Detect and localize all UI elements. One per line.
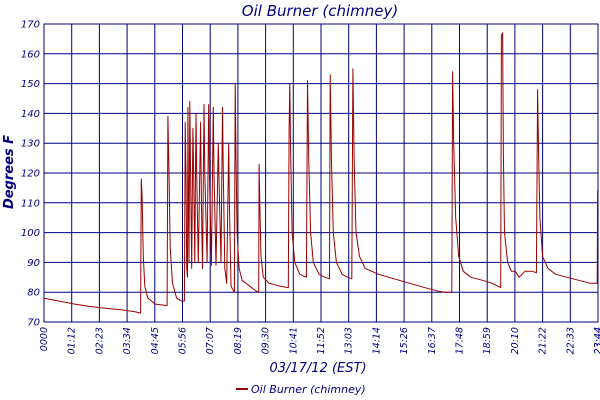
y-tick-label: 100 (21, 228, 40, 239)
y-tick-label: 170 (21, 20, 40, 31)
x-tick-label: 01:12 (67, 327, 78, 354)
x-tick-label: 16:37 (427, 327, 438, 354)
x-tick-label: 14:14 (371, 327, 382, 354)
y-tick-label: 70 (27, 318, 40, 329)
x-tick-label: 23:44 (593, 327, 600, 354)
x-tick-label: 09:30 (261, 327, 272, 354)
x-tick-label: 10:41 (288, 327, 299, 354)
y-tick-label: 90 (27, 258, 40, 269)
x-tick-label: 08:19 (233, 327, 244, 354)
y-tick-label: 130 (21, 139, 40, 150)
y-tick-label: 160 (21, 49, 40, 60)
y-tick-label: 140 (21, 109, 40, 120)
x-tick-label: 18:59 (482, 327, 493, 354)
legend: Oil Burner (chimney) (236, 383, 366, 396)
y-axis-label: Degrees F (2, 135, 17, 209)
series-layer (43, 32, 599, 314)
series-line (43, 32, 599, 314)
x-tick-labels: 0000 01:12 02:23 03:34 04:45 05:56 07:07 08:19 0… (39, 327, 600, 354)
chart-title: Oil Burner (chimney) (242, 2, 398, 20)
x-tick-label: 21:22 (538, 327, 549, 354)
x-tick-label: 13:03 (344, 327, 355, 354)
x-tick-label: 17:48 (455, 327, 466, 354)
x-tick-label: 02:23 (94, 327, 105, 354)
legend-label: Oil Burner (chimney) (251, 383, 366, 396)
y-tick-label: 110 (21, 198, 40, 209)
x-tick-label: 23:44 (593, 327, 600, 354)
x-tick-label: 22:33 (565, 327, 576, 354)
x-tick-label: 03:34 (122, 327, 133, 354)
x-tick-label: 07:07 (205, 327, 216, 354)
y-tick-label: 120 (21, 169, 40, 180)
x-tick-label: 20:10 (510, 327, 521, 354)
x-tick-label: 0000 (39, 327, 50, 351)
x-tick-label: 05:56 (178, 327, 189, 354)
y-tick-label: 80 (27, 288, 40, 299)
x-axis-label: 03/17/12 (EST) (269, 361, 366, 376)
x-tick-label: 04:45 (150, 327, 161, 354)
y-tick-label: 150 (21, 79, 40, 90)
y-tick-labels: 70 80 90 100 110 120 130 140 150 160 170 (21, 20, 40, 329)
x-tick-label: 15:26 (399, 327, 410, 354)
x-tick-label: 11:52 (316, 327, 327, 354)
grid (43, 23, 599, 323)
